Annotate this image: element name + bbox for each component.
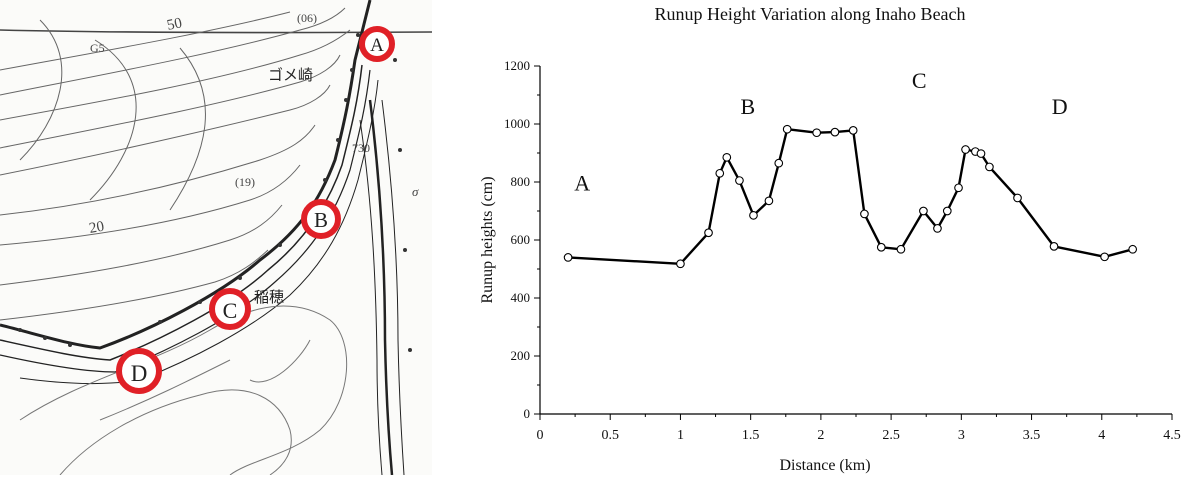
x-tick-label: 3.5 bbox=[1023, 428, 1041, 443]
y-tick-label: 600 bbox=[511, 232, 531, 247]
data-point bbox=[782, 124, 792, 134]
chart-title: Runup Height Variation along Inaho Beach bbox=[654, 4, 965, 24]
data-point bbox=[830, 127, 840, 137]
topographic-map: 50 20 G5 (06) 730 (19) σ ゴメ崎 稲穂 A B C D bbox=[0, 0, 432, 475]
data-point bbox=[676, 259, 685, 269]
data-point bbox=[976, 149, 986, 158]
marker-C: C bbox=[209, 288, 251, 330]
data-point bbox=[942, 206, 952, 216]
series-line bbox=[568, 127, 1134, 265]
data-point bbox=[860, 209, 869, 219]
x-tick-label: 4 bbox=[1098, 428, 1105, 443]
x-tick-label: 2 bbox=[817, 428, 824, 443]
annotation-D: D bbox=[1052, 94, 1068, 119]
data-point bbox=[722, 153, 732, 162]
y-tick-label: 200 bbox=[511, 348, 531, 363]
y-tick-label: 400 bbox=[511, 290, 531, 305]
data-point bbox=[563, 253, 573, 262]
data-point bbox=[735, 176, 744, 185]
map-label-g5: G5 bbox=[90, 41, 105, 55]
chart-axes: 0 0.5 1 1.5 2 2.5 3 3.5 4 4.5 0 200 400 600 800 1000 120… bbox=[504, 58, 1181, 443]
data-point bbox=[985, 162, 994, 172]
y-tick-label: 1200 bbox=[504, 58, 530, 73]
contour-label-50: 50 bbox=[166, 15, 184, 34]
annotation-B: B bbox=[741, 94, 756, 119]
data-point bbox=[1100, 252, 1109, 262]
land-contours bbox=[19, 305, 348, 475]
spot-depth-label-2: (19) bbox=[235, 175, 255, 189]
marker-A: A bbox=[359, 26, 395, 62]
marker-C-label: C bbox=[223, 298, 238, 323]
runup-chart: Runup Height Variation along Inaho Beach… bbox=[440, 0, 1190, 475]
data-point bbox=[764, 196, 774, 206]
data-point bbox=[774, 158, 784, 168]
coast-rocks bbox=[18, 33, 412, 352]
data-point bbox=[933, 224, 942, 233]
x-tick-label: 1 bbox=[677, 428, 684, 443]
elevation-label: 730 bbox=[352, 141, 370, 155]
x-axis-label: Distance (km) bbox=[779, 457, 870, 474]
data-point bbox=[1128, 244, 1138, 254]
sea-contours bbox=[0, 7, 432, 321]
data-point bbox=[1049, 242, 1059, 251]
x-tick-label: 1.5 bbox=[742, 428, 760, 443]
annotation-C: C bbox=[912, 68, 927, 93]
data-point bbox=[812, 128, 822, 138]
contour-label-20: 20 bbox=[88, 219, 106, 237]
y-axis-label: Runup heights (cm) bbox=[479, 176, 496, 303]
marker-B-label: B bbox=[314, 208, 328, 232]
y-tick-label: 1000 bbox=[504, 116, 530, 131]
chart-svg: Runup Height Variation along Inaho Beach… bbox=[479, 4, 1181, 474]
data-point bbox=[919, 206, 928, 216]
marker-D-label: D bbox=[131, 361, 148, 386]
chart-plot-area: A B C D bbox=[563, 68, 1138, 269]
data-point bbox=[961, 145, 970, 154]
data-point bbox=[954, 183, 963, 193]
x-tick-label: 3 bbox=[958, 428, 965, 443]
y-tick-label: 0 bbox=[524, 406, 531, 421]
marker-B: B bbox=[301, 199, 341, 239]
data-point bbox=[896, 244, 906, 254]
map-symbol-label: σ bbox=[412, 184, 419, 199]
place-name-inaho: 稲穂 bbox=[254, 289, 284, 306]
marker-A-label: A bbox=[370, 35, 384, 56]
marker-D: D bbox=[116, 348, 162, 394]
x-tick-label: 0.5 bbox=[601, 428, 619, 443]
x-tick-label: 0 bbox=[537, 428, 544, 443]
data-point bbox=[848, 126, 858, 135]
data-point bbox=[715, 168, 725, 178]
spot-depth-label: (06) bbox=[297, 11, 317, 25]
y-tick-label: 800 bbox=[511, 174, 531, 189]
coastline bbox=[0, 0, 405, 475]
data-point bbox=[1013, 193, 1022, 203]
data-point bbox=[749, 211, 758, 220]
x-tick-label: 4.5 bbox=[1163, 428, 1181, 443]
annotation-A: A bbox=[574, 171, 590, 196]
place-name-gomezaki: ゴメ崎 bbox=[268, 66, 313, 84]
map-svg: 50 20 G5 (06) 730 (19) σ ゴメ崎 稲穂 A B C D bbox=[0, 0, 432, 475]
data-point bbox=[876, 242, 886, 252]
data-point bbox=[704, 228, 713, 238]
x-tick-label: 2.5 bbox=[882, 428, 900, 443]
